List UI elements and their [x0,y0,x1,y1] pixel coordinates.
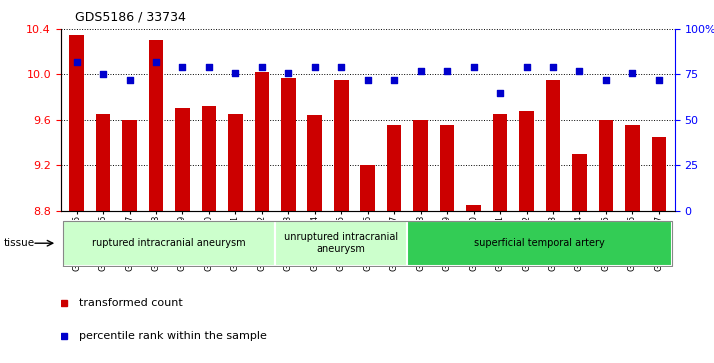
Bar [175,109,190,211]
Bar [493,114,508,211]
Point [600,77,612,83]
Point [97,72,109,77]
Point [71,59,82,65]
Bar [308,115,322,211]
Point [388,77,400,83]
Bar [201,106,216,211]
Text: superficial temporal artery: superficial temporal artery [474,238,605,248]
Point [124,77,135,83]
Bar [545,80,560,211]
Point [336,64,347,70]
Bar [275,221,408,266]
Bar [255,72,269,211]
Bar [149,40,164,211]
Text: GDS5186 / 33734: GDS5186 / 33734 [75,11,186,24]
Bar [64,221,275,266]
Point [547,64,558,70]
Bar [228,114,243,211]
Point [230,70,241,76]
Text: tissue: tissue [4,238,35,248]
Bar [122,120,137,211]
Point [150,59,161,65]
Point [203,64,215,70]
Bar [440,126,454,211]
Bar [361,165,375,211]
Bar [652,137,666,211]
Point [415,68,426,74]
Bar [625,126,640,211]
Bar [69,35,84,211]
Bar [466,205,481,211]
Point [653,77,665,83]
Point [177,64,188,70]
Point [362,77,373,83]
Text: unruptured intracranial
aneurysm: unruptured intracranial aneurysm [284,232,398,254]
Bar [408,221,672,266]
Bar [334,80,348,211]
Point [627,70,638,76]
Point [441,68,453,74]
Bar [387,126,401,211]
Bar [519,111,534,211]
Text: ruptured intracranial aneurysm: ruptured intracranial aneurysm [92,238,246,248]
Text: transformed count: transformed count [79,298,182,308]
Bar [413,120,428,211]
Point [256,64,268,70]
Point [468,64,479,70]
Bar [572,154,587,211]
Point [309,64,321,70]
Bar [598,120,613,211]
Point [521,64,532,70]
Point [494,90,506,95]
Text: percentile rank within the sample: percentile rank within the sample [79,331,266,341]
Bar [281,78,296,211]
Point [574,68,585,74]
Point [283,70,294,76]
Bar [96,114,111,211]
